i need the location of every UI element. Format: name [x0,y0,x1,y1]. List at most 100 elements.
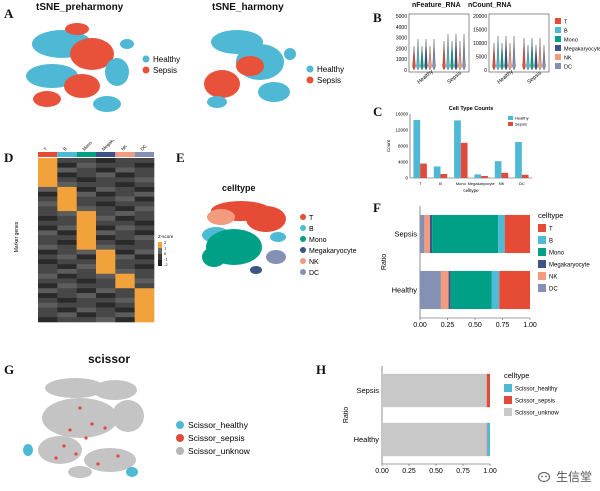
chart-c-bar [420,163,427,178]
ratio-segment [429,214,433,254]
heatmap-celltype-bar [57,152,77,157]
ratio-legend-swatch [504,396,512,404]
ratio-xtick: 0.50 [429,468,443,475]
ratio-segment [440,270,449,310]
marker-heatmap: TBMonoMegakaryocyteNKDCMarker genesZ-sco… [14,140,174,323]
ratio-segment [448,270,451,310]
ratio-legend-title: celltype [504,371,529,380]
heatmap-cell [96,312,116,318]
heatmap-cell [38,240,58,246]
heatmap-cell [38,172,58,178]
heatmap-cell [96,220,116,226]
tsne-harmony-legend: Healthy Sepsis [306,65,344,85]
chart-c-xtick: B [439,181,442,186]
heatmap-cell [76,307,97,313]
heatmap-cell [76,167,97,173]
violin-legend-swatch [555,36,561,42]
heatmap-cell [134,240,155,246]
ratio-segment [487,422,490,457]
heatmap-cell [38,182,58,188]
chart-c-ylabel: Count [386,139,391,152]
heatmap-cell [96,182,116,188]
heatmap-cell [38,196,58,202]
violin-ytick: 5000 [476,55,487,61]
heatmap-cell [76,186,97,193]
panel-letter-g: G [4,362,15,377]
heatmap-legend-swatch [158,260,162,266]
heatmap-celltype-label: NK [120,144,128,152]
heatmap-legend-swatch [158,242,162,248]
violin-shape [492,42,496,71]
heatmap-cell [57,215,77,222]
heatmap-cell [38,249,58,255]
heatmap-cell [96,293,116,299]
heatmap-cell [96,158,116,164]
heatmap-cell [134,317,155,323]
violin-xlabel: Sepsis [446,70,463,85]
chart-c-bar [454,120,461,178]
ratio-legend-label: Scissor_healthy [515,387,557,393]
e-legend-b: B [309,226,314,233]
heatmap-cell [57,249,77,255]
heatmap-cell [57,230,77,236]
heatmap-cell [38,293,58,299]
heatmap-cell [134,278,155,284]
heatmap-cell [57,220,77,226]
panel-letter-b: B [373,10,382,25]
heatmap-cell [115,312,135,318]
heatmap-cell [96,240,116,246]
chart-c-ytick: 16000 [395,112,408,117]
violin-shape [462,33,466,71]
panel-letter-d: D [4,150,14,165]
heatmap-cell [115,283,135,289]
heatmap-cell [76,312,97,318]
heatmap-cell [96,201,116,207]
heatmap-legend-tick: 1 [164,246,167,251]
heatmap-legend-tick: 2 [164,240,167,245]
heatmap-cell [76,249,97,255]
heatmap-cell [76,297,97,304]
heatmap-cell [76,158,97,164]
celltype-legend: T B Mono Megakaryocyte NK DC [300,214,357,277]
heatmap-cell [96,249,116,255]
violin-shape [508,42,512,71]
heatmap-cell [76,278,97,284]
ratio-segment [424,214,430,254]
ratio-segment [486,422,488,457]
heatmap-cell [115,317,135,323]
ratio-xtick: 0.75 [496,322,510,329]
heatmap-legend-swatch [158,254,162,260]
violin-ytick: 3000 [396,36,407,42]
ratio-category-label: Sepsis [394,230,417,239]
heatmap-cell [76,273,97,279]
violin-legend-label: T [564,20,568,26]
tsne-preharmony-title: tSNE_preharmony [36,2,124,13]
heatmap-cell [115,307,135,313]
heatmap-cell [134,235,155,241]
heatmap-cell [134,302,155,308]
ratio-legend-label: Scissor_unknow [515,411,559,417]
tsne-plots: Healthy Sepsis Healthy Sepsis [26,23,344,112]
heatmap-cell [115,297,135,304]
heatmap-cell [38,278,58,284]
chart-c-ytick: 0 [405,176,408,181]
violin-shape [416,38,420,71]
tsne-legend-healthy-2: Healthy [317,65,344,74]
e-legend-mono: Mono [309,237,327,244]
tsne-legend-sepsis: Sepsis [153,66,177,75]
heatmap-cell [76,288,97,294]
heatmap-cell [76,211,97,217]
ratio-segment [420,270,441,310]
heatmap-cell [134,225,155,231]
tsne-legend-sepsis-2: Sepsis [317,76,341,85]
heatmap-cell [38,259,58,265]
ratio-legend-swatch [538,224,546,232]
violin-xlabel: Sepsis [526,70,543,85]
ratio-xtick: 0.75 [456,468,470,475]
heatmap-cell [96,235,116,241]
ratio-xtick: 0.50 [468,322,482,329]
violin-shape [442,40,446,71]
violin-ytick: 2000 [396,46,407,52]
violin-legend-swatch [555,27,561,33]
g-legend-sepsis: Scissor_sepsis [188,433,245,443]
